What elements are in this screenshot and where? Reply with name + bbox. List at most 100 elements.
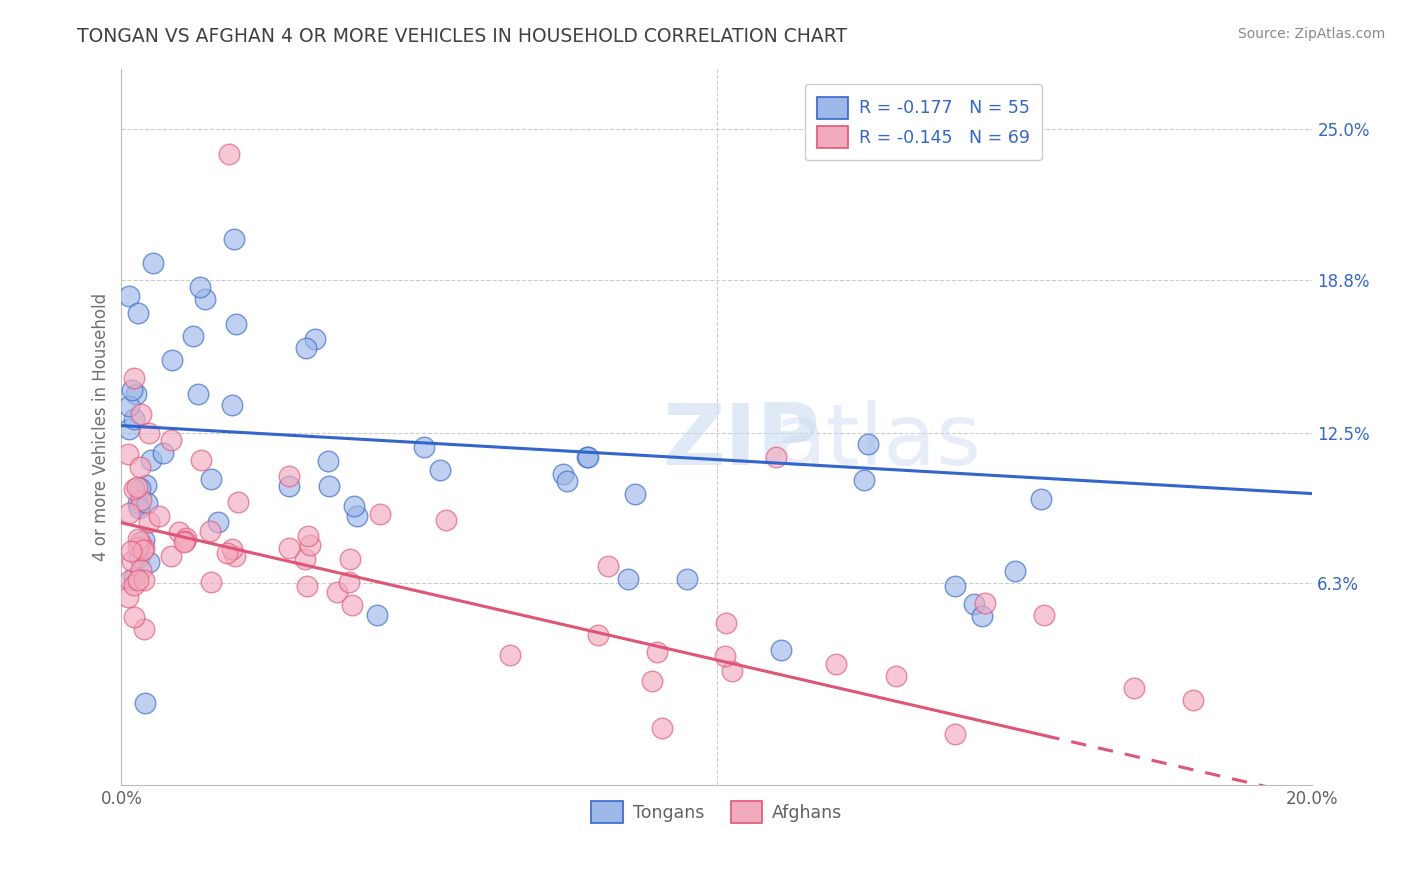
Point — [551, 467, 574, 482]
Point — [127, 532, 149, 546]
Point — [640, 674, 662, 689]
Point — [343, 499, 366, 513]
Point — [366, 607, 388, 622]
Point — [224, 549, 246, 563]
Point — [647, 644, 669, 658]
Point — [134, 541, 156, 556]
Point — [132, 542, 155, 557]
Point — [122, 482, 145, 496]
Point — [128, 535, 150, 549]
Point — [127, 540, 149, 554]
Point — [304, 332, 326, 346]
Point — [228, 495, 250, 509]
Point — [174, 531, 197, 545]
Point — [586, 627, 609, 641]
Point — [853, 473, 876, 487]
Point — [174, 533, 197, 548]
Point — [299, 538, 322, 552]
Point — [1033, 608, 1056, 623]
Point — [963, 597, 986, 611]
Point — [278, 478, 301, 492]
Point — [316, 454, 339, 468]
Point — [121, 383, 143, 397]
Point — [194, 293, 217, 307]
Point — [173, 535, 195, 549]
Point — [198, 524, 221, 539]
Point — [368, 507, 391, 521]
Text: ZIP: ZIP — [662, 400, 820, 483]
Point — [224, 231, 246, 245]
Point — [856, 437, 879, 451]
Point — [1004, 565, 1026, 579]
Y-axis label: 4 or more Vehicles in Household: 4 or more Vehicles in Household — [93, 293, 110, 561]
Point — [295, 341, 318, 355]
Point — [339, 552, 361, 566]
Point — [624, 486, 647, 500]
Point — [943, 579, 966, 593]
Point — [200, 574, 222, 589]
Point — [277, 541, 299, 556]
Point — [346, 508, 368, 523]
Point — [429, 462, 451, 476]
Point — [129, 408, 152, 422]
Point — [342, 599, 364, 613]
Point — [720, 664, 742, 678]
Point — [167, 525, 190, 540]
Point — [134, 697, 156, 711]
Point — [412, 440, 434, 454]
Point — [160, 549, 183, 564]
Point — [1029, 491, 1052, 506]
Point — [555, 475, 578, 489]
Point — [187, 387, 209, 401]
Point — [651, 721, 673, 735]
Point — [122, 578, 145, 592]
Point — [142, 256, 165, 270]
Point — [207, 515, 229, 529]
Point — [616, 572, 638, 586]
Point — [122, 610, 145, 624]
Point — [337, 574, 360, 589]
Point — [138, 555, 160, 569]
Point — [122, 412, 145, 426]
Point — [127, 573, 149, 587]
Point — [575, 450, 598, 465]
Point — [434, 513, 457, 527]
Point — [120, 573, 142, 587]
Point — [127, 306, 149, 320]
Point — [218, 146, 240, 161]
Point — [135, 495, 157, 509]
Point — [132, 533, 155, 548]
Point — [215, 546, 238, 560]
Text: atlas: atlas — [773, 400, 981, 483]
Point — [148, 509, 170, 524]
Point — [974, 596, 997, 610]
Point — [221, 541, 243, 556]
Point — [128, 549, 150, 564]
Point — [160, 433, 183, 447]
Point — [499, 648, 522, 662]
Point — [131, 563, 153, 577]
Point — [132, 573, 155, 587]
Point — [765, 450, 787, 465]
Point — [294, 552, 316, 566]
Point — [884, 669, 907, 683]
Point — [132, 622, 155, 636]
Legend: Tongans, Afghans: Tongans, Afghans — [585, 794, 849, 830]
Point — [598, 558, 620, 573]
Point — [129, 493, 152, 508]
Point — [125, 387, 148, 401]
Point — [117, 590, 139, 604]
Point — [120, 543, 142, 558]
Point — [117, 447, 139, 461]
Point — [129, 459, 152, 474]
Point — [190, 453, 212, 467]
Point — [160, 353, 183, 368]
Point — [221, 398, 243, 412]
Point — [770, 643, 793, 657]
Point — [122, 571, 145, 585]
Point — [127, 496, 149, 510]
Point — [129, 481, 152, 495]
Point — [278, 469, 301, 483]
Point — [1122, 681, 1144, 695]
Point — [943, 727, 966, 741]
